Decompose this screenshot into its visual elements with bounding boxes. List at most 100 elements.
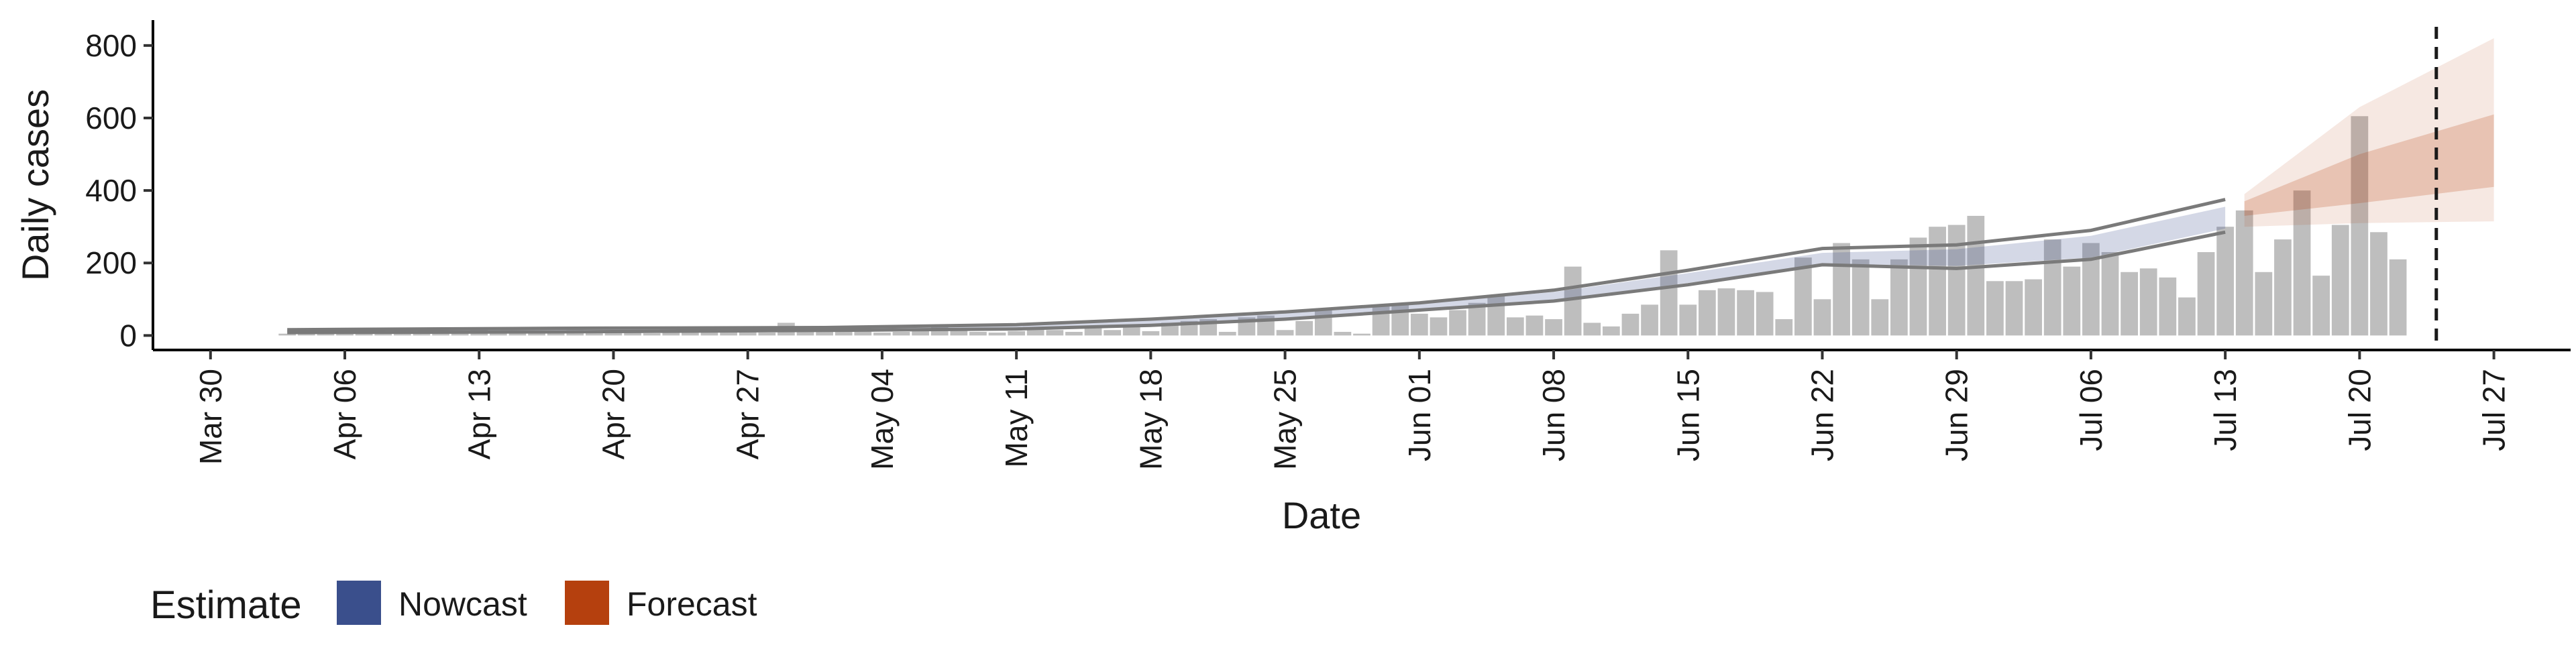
bar xyxy=(720,330,737,336)
x-tick-label: Apr 13 xyxy=(462,369,496,460)
bar xyxy=(2389,259,2407,336)
bar xyxy=(2312,276,2330,336)
bar xyxy=(1986,281,2004,336)
bar xyxy=(1506,317,1524,336)
bar xyxy=(1026,328,1044,336)
lower-bound-line xyxy=(287,230,2226,335)
bar xyxy=(2274,239,2292,336)
bar xyxy=(2121,272,2138,336)
bar xyxy=(2043,239,2061,336)
bar xyxy=(854,328,872,336)
bar xyxy=(604,331,623,336)
bar xyxy=(1525,315,1544,336)
bar xyxy=(1679,304,1697,336)
bar xyxy=(2178,297,2196,336)
bar xyxy=(643,333,661,336)
bar xyxy=(2139,268,2157,336)
forecast-band-outer xyxy=(2244,38,2494,227)
x-tick-label: May 18 xyxy=(1133,369,1168,470)
bar xyxy=(988,333,1006,336)
x-tick-label: Jun 29 xyxy=(1939,369,1974,461)
bar xyxy=(1334,331,1352,336)
bar xyxy=(1295,320,1313,336)
bar xyxy=(528,333,545,336)
bar xyxy=(912,331,929,336)
bar xyxy=(2197,252,2215,336)
x-tick-label: May 25 xyxy=(1268,369,1303,470)
y-tick-label: 800 xyxy=(85,28,137,63)
bar xyxy=(2255,272,2273,336)
bar xyxy=(873,333,891,336)
bar xyxy=(413,333,431,336)
x-tick-label: Jul 27 xyxy=(2477,369,2512,451)
bar xyxy=(2235,210,2253,336)
bar xyxy=(1142,331,1160,336)
bar xyxy=(1775,319,1793,336)
bar xyxy=(1641,304,1658,336)
bar xyxy=(1468,302,1486,336)
bar xyxy=(1890,259,1908,336)
bar xyxy=(2159,277,2177,336)
y-tick-label: 0 xyxy=(119,318,137,353)
x-tick-label: Mar 30 xyxy=(193,369,228,465)
bar xyxy=(2351,116,2369,336)
legend-layer: Estimate Nowcast Forecast xyxy=(150,581,757,627)
bar xyxy=(624,331,641,336)
bar xyxy=(1545,319,1562,336)
bar xyxy=(2063,266,2081,336)
bar xyxy=(1008,331,1026,336)
bar xyxy=(1813,299,1831,336)
legend-swatch xyxy=(337,581,381,625)
x-tick-label: Jun 08 xyxy=(1536,369,1571,461)
y-tick-label: 200 xyxy=(85,245,137,280)
bar xyxy=(2101,252,2119,336)
bar xyxy=(1794,257,1812,336)
lines-layer xyxy=(287,27,2438,350)
x-tick-label: Apr 20 xyxy=(596,369,631,460)
y-tick-label: 600 xyxy=(85,101,137,135)
x-tick-label: Jun 15 xyxy=(1670,369,1705,461)
bar xyxy=(2293,190,2311,336)
bar xyxy=(1449,310,1466,336)
bar xyxy=(682,333,699,336)
bar xyxy=(2331,225,2349,336)
x-tick-label: Apr 06 xyxy=(327,369,362,460)
bar xyxy=(1602,326,1620,336)
bar xyxy=(1104,330,1122,336)
legend-label: Nowcast xyxy=(398,585,527,623)
bar xyxy=(489,333,507,336)
bar xyxy=(1717,288,1735,336)
bar xyxy=(662,331,680,336)
x-tick-label: Jun 22 xyxy=(1805,369,1839,461)
bars-layer xyxy=(278,116,2407,336)
bar xyxy=(1698,290,1716,336)
bar xyxy=(2370,232,2387,336)
legend-title: Estimate xyxy=(150,583,302,627)
bar xyxy=(1276,330,1294,336)
bar xyxy=(2216,227,2235,336)
bar xyxy=(1065,331,1083,336)
bar xyxy=(1929,227,1946,336)
legend-swatch xyxy=(565,581,609,625)
x-tick-label: May 04 xyxy=(865,369,900,470)
bar xyxy=(1430,317,1448,336)
bar xyxy=(1410,313,1428,336)
bar xyxy=(969,331,987,336)
x-tick-label: Jun 01 xyxy=(1402,369,1437,461)
bar xyxy=(1314,310,1332,336)
bar xyxy=(700,331,718,336)
forecast-band-inner xyxy=(2244,114,2494,216)
axes-layer: 0 200 400 600 800 Mar 30 Apr 06 Apr 13 Apr 20 Apr… xyxy=(14,20,2571,536)
bar xyxy=(758,333,776,336)
x-tick-label: Jul 06 xyxy=(2074,369,2108,451)
x-tick-label: May 11 xyxy=(999,369,1034,467)
x-axis-title: Date xyxy=(1282,494,1361,536)
bar xyxy=(2025,279,2042,336)
x-tick-label: Apr 27 xyxy=(731,369,765,460)
bar xyxy=(1851,259,1870,336)
bar xyxy=(508,331,527,336)
bar xyxy=(1967,215,1985,336)
bar xyxy=(1353,333,1371,336)
x-tick-label: Jul 13 xyxy=(2208,369,2243,451)
